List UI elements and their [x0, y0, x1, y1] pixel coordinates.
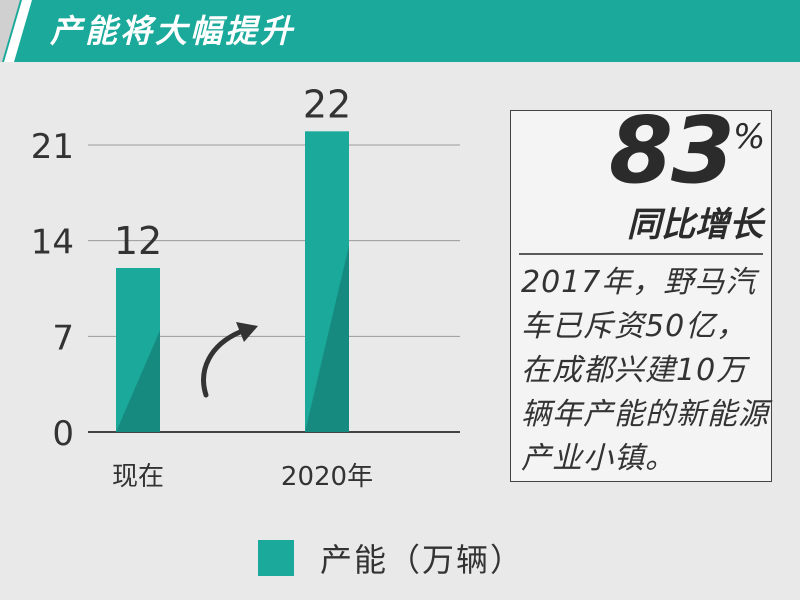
- x-tick-label: 2020年: [281, 462, 373, 492]
- arrow-curved-up-icon: [201, 322, 258, 398]
- bar-shade: [116, 330, 160, 432]
- bar-chart: 0 7 14 21 12 22 现在 2020年: [31, 82, 460, 492]
- percent-sign: %: [733, 117, 766, 157]
- chart-bars: [116, 131, 349, 433]
- chart-data-labels: 12 22: [114, 82, 351, 263]
- banner-shape: [0, 0, 800, 62]
- x-tick-label: 现在: [112, 462, 164, 492]
- callout-divider: [519, 253, 763, 255]
- growth-callout: 83 % 同比增长 2017年，野马汽车已斥资50亿，在成都兴建10万辆年产能的…: [510, 97, 772, 482]
- y-tick-label: 7: [52, 318, 74, 358]
- y-tick-label: 0: [52, 414, 74, 454]
- x-axis-ticks: 现在 2020年: [112, 462, 373, 492]
- callout-description: 2017年，野马汽车已斥资50亿，在成都兴建10万辆年产能的新能源产业小镇。: [521, 265, 769, 476]
- legend-label: 产能（万辆）: [320, 541, 525, 579]
- page-title: 产能将大幅提升: [50, 12, 296, 50]
- chart-legend: 产能（万辆）: [258, 538, 525, 579]
- legend-swatch: [258, 540, 294, 576]
- data-label: 22: [303, 82, 351, 126]
- y-axis-ticks: 0 7 14 21: [31, 127, 74, 454]
- bar-shade: [305, 245, 349, 432]
- growth-percent-value: 83: [609, 97, 735, 204]
- header-banner: 产能将大幅提升: [0, 0, 800, 62]
- y-tick-label: 14: [31, 223, 74, 263]
- data-label: 12: [114, 219, 162, 263]
- growth-subtitle: 同比增长: [627, 205, 763, 245]
- y-tick-label: 21: [31, 127, 74, 167]
